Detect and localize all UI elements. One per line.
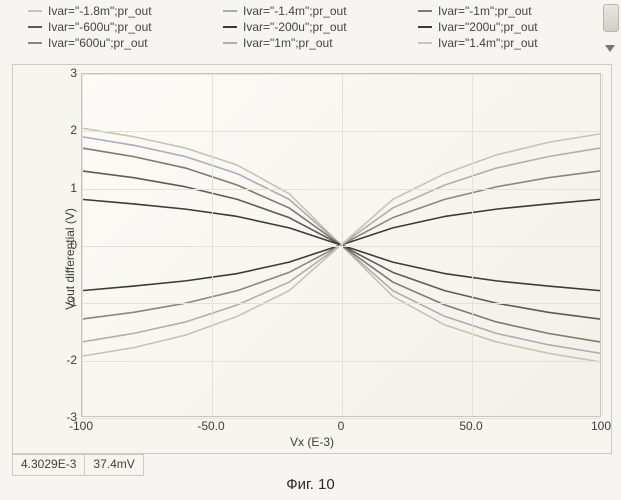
legend-item: Ivar="1.4m";pr_out <box>418 36 603 50</box>
legend-swatch <box>28 26 42 28</box>
chart-frame: Vout differential (V) Vx (E-3) -100-50.0… <box>12 64 612 454</box>
legend-label: Ivar="1.4m";pr_out <box>438 36 538 50</box>
gridline-v <box>472 74 473 416</box>
gridline-h <box>82 246 600 247</box>
legend-label: Ivar="200u";pr_out <box>438 20 538 34</box>
legend-label: Ivar="-200u";pr_out <box>243 20 347 34</box>
ytick-label: -2 <box>53 353 77 367</box>
ytick-label: 3 <box>53 66 77 80</box>
legend-swatch <box>223 42 237 44</box>
gridline-v <box>342 74 343 416</box>
gridline-h <box>82 74 600 75</box>
gridline-v <box>212 74 213 416</box>
xtick-label: 50.0 <box>459 419 482 433</box>
xtick-label: 100 <box>591 419 611 433</box>
xtick-label: -50.0 <box>197 419 224 433</box>
legend-label: Ivar="-1m";pr_out <box>438 4 532 18</box>
legend-label: Ivar="-600u";pr_out <box>48 20 152 34</box>
legend-item: Ivar="-600u";pr_out <box>28 20 213 34</box>
chart-svg <box>82 74 600 416</box>
legend-item: Ivar="-1m";pr_out <box>418 4 603 18</box>
xtick-label: 0 <box>338 419 345 433</box>
plot-area <box>81 73 601 417</box>
gridline-h <box>82 361 600 362</box>
scrollbar-thumb[interactable] <box>603 4 619 32</box>
readout-y: 37.4mV <box>85 455 142 475</box>
gridline-v <box>82 74 83 416</box>
figure-caption: Фиг. 10 <box>286 476 334 493</box>
legend-label: Ivar="1m";pr_out <box>243 36 333 50</box>
legend-swatch <box>28 10 42 12</box>
legend-swatch <box>223 10 237 12</box>
ytick-label: -3 <box>53 410 77 424</box>
legend-item: Ivar="-1.8m";pr_out <box>28 4 213 18</box>
legend-swatch <box>223 26 237 28</box>
legend-item: Ivar="600u";pr_out <box>28 36 213 50</box>
legend-item: Ivar="1m";pr_out <box>223 36 408 50</box>
cursor-readout: 4.3029E-3 37.4mV <box>12 454 144 476</box>
legend-label: Ivar="-1.8m";pr_out <box>48 4 152 18</box>
legend-swatch <box>418 26 432 28</box>
legend-item: Ivar="-1.4m";pr_out <box>223 4 408 18</box>
legend-swatch <box>418 42 432 44</box>
scrollbar-down-icon[interactable] <box>605 45 615 52</box>
ytick-label: 1 <box>53 181 77 195</box>
gridline-h <box>82 303 600 304</box>
series-line <box>82 134 600 356</box>
ytick-label: 0 <box>53 238 77 252</box>
legend-swatch <box>28 42 42 44</box>
gridline-h <box>82 131 600 132</box>
legend-swatch <box>418 10 432 12</box>
legend: Ivar="-1.8m";pr_out Ivar="-1.4m";pr_out Iv… <box>28 4 603 50</box>
gridline-v <box>602 74 603 416</box>
ytick-label: -1 <box>53 295 77 309</box>
ytick-label: 2 <box>53 123 77 137</box>
legend-item: Ivar="-200u";pr_out <box>223 20 408 34</box>
gridline-h <box>82 189 600 190</box>
readout-x: 4.3029E-3 <box>13 455 85 475</box>
legend-scrollbar[interactable] <box>603 4 617 52</box>
legend-item: Ivar="200u";pr_out <box>418 20 603 34</box>
legend-label: Ivar="-1.4m";pr_out <box>243 4 347 18</box>
legend-label: Ivar="600u";pr_out <box>48 36 148 50</box>
x-axis-label: Vx (E-3) <box>290 435 334 449</box>
